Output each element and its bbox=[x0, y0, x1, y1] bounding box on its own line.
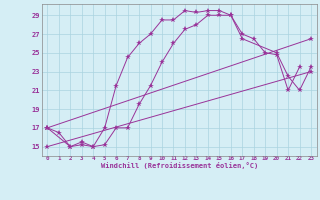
X-axis label: Windchill (Refroidissement éolien,°C): Windchill (Refroidissement éolien,°C) bbox=[100, 162, 258, 169]
